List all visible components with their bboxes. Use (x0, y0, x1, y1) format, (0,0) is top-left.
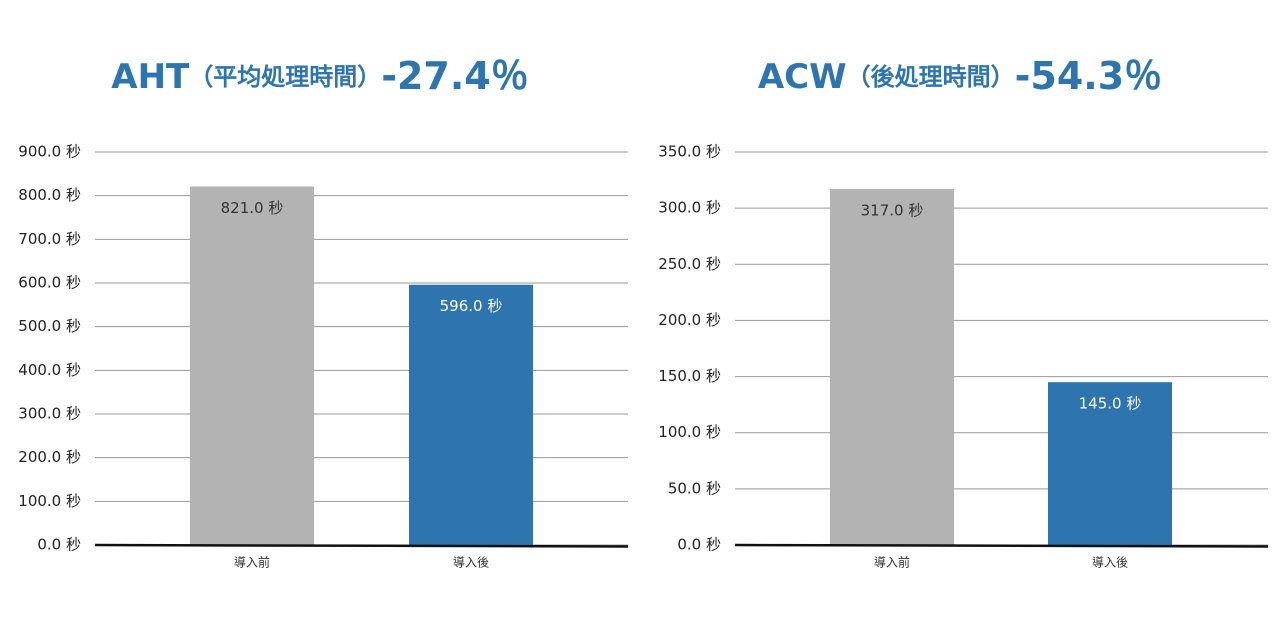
y-tick-label: 900.0 秒 (18, 143, 81, 161)
y-tick-label: 300.0 秒 (18, 405, 81, 423)
x-tick-label: 導入前 (234, 555, 270, 570)
y-tick-label: 50.0 秒 (668, 479, 721, 497)
y-tick-label: 100.0 秒 (658, 423, 721, 441)
title-main: ACW (758, 57, 847, 97)
y-tick-label: 600.0 秒 (18, 274, 81, 292)
bar (1048, 382, 1172, 545)
x-tick-label: 導入前 (874, 555, 910, 570)
y-tick-label: 200.0 秒 (18, 448, 81, 466)
y-tick-label: 200.0 秒 (658, 311, 721, 329)
title-change: -54.3％ (1015, 54, 1163, 98)
value-label: 317.0 秒 (861, 202, 924, 220)
y-tick-label: 150.0 秒 (658, 367, 721, 385)
x-axis (94, 543, 629, 548)
y-tick-label: 500.0 秒 (18, 317, 81, 335)
title-sub: （後処理時間） (847, 63, 1015, 91)
y-tick-label: 0.0 秒 (677, 536, 721, 554)
chart-title: AHT（平均処理時間）-27.4％ (111, 54, 529, 98)
y-tick-label: 0.0 秒 (37, 536, 81, 554)
value-label: 821.0 秒 (221, 199, 284, 217)
x-tick-label: 導入後 (1092, 556, 1128, 570)
bar (830, 189, 954, 545)
value-label: 145.0 秒 (1079, 395, 1142, 413)
x-axis (734, 543, 1269, 548)
bar (409, 284, 533, 545)
chart-title: ACW（後処理時間）-54.3％ (758, 54, 1162, 98)
title-change: -27.4％ (381, 54, 529, 98)
x-tick-label: 導入後 (453, 556, 489, 570)
y-tick-label: 100.0 秒 (18, 492, 81, 510)
title-sub: （平均処理時間） (189, 63, 381, 91)
y-tick-label: 250.0 秒 (658, 255, 721, 273)
value-label: 596.0 秒 (440, 297, 503, 315)
y-tick-label: 350.0 秒 (658, 143, 721, 161)
y-tick-label: 300.0 秒 (658, 199, 721, 217)
y-tick-label: 800.0 秒 (18, 186, 81, 204)
y-tick-label: 700.0 秒 (18, 230, 81, 248)
y-tick-label: 400.0 秒 (18, 361, 81, 379)
title-main: AHT (111, 57, 190, 97)
bar (190, 186, 314, 545)
